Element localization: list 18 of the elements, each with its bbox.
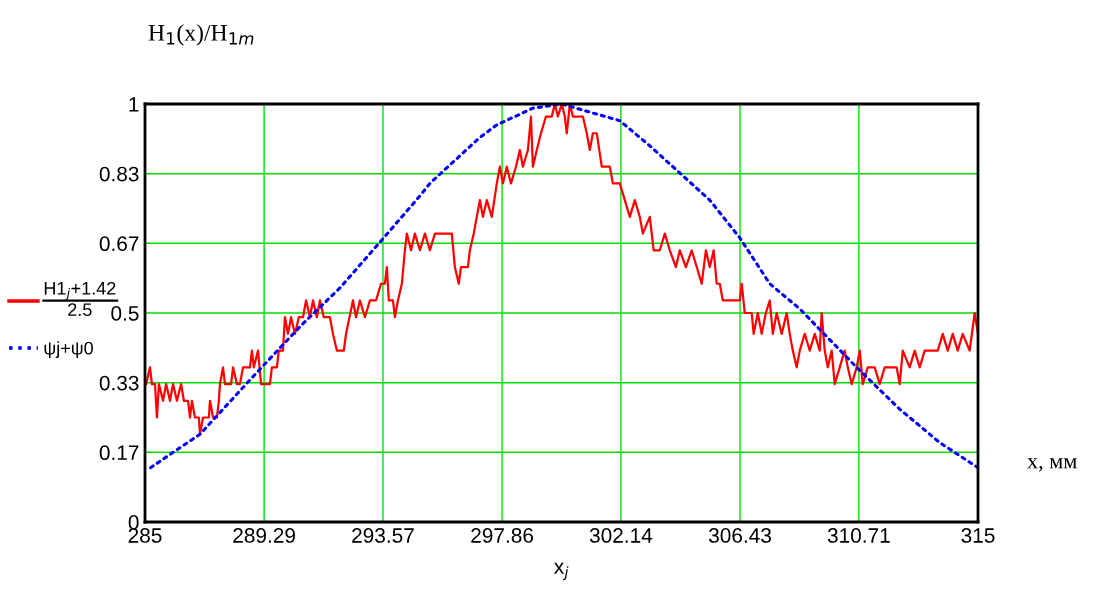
- x-tick-label: 310.71: [827, 528, 890, 543]
- x-tick-label: 302.14: [589, 528, 653, 543]
- y-tick-label: 0: [128, 515, 139, 530]
- chart-title: H$_{1}$(x)/H$_{1m}$: [148, 24, 254, 46]
- legend-label: ψj+ψ0: [44, 341, 93, 359]
- x-tick-label: 315: [961, 528, 995, 543]
- x-tick-label: 289.29: [233, 528, 295, 543]
- y-tick-label: 0.17: [99, 445, 139, 461]
- x-tick-label: 306.43: [708, 528, 771, 543]
- x-tick-label: 293.57: [352, 528, 414, 543]
- y-tick-label: 1: [129, 97, 139, 112]
- text: x, мм: [1027, 458, 1077, 472]
- x-tick-label: 285: [128, 528, 162, 543]
- x-axis-title: x$_{j}$: [554, 562, 569, 581]
- y-tick-label: 0.33: [99, 375, 139, 391]
- x-tick-label: 297.86: [471, 528, 534, 543]
- y-tick-label: 0.67: [99, 236, 139, 252]
- y-tick-label: 0.83: [99, 166, 139, 182]
